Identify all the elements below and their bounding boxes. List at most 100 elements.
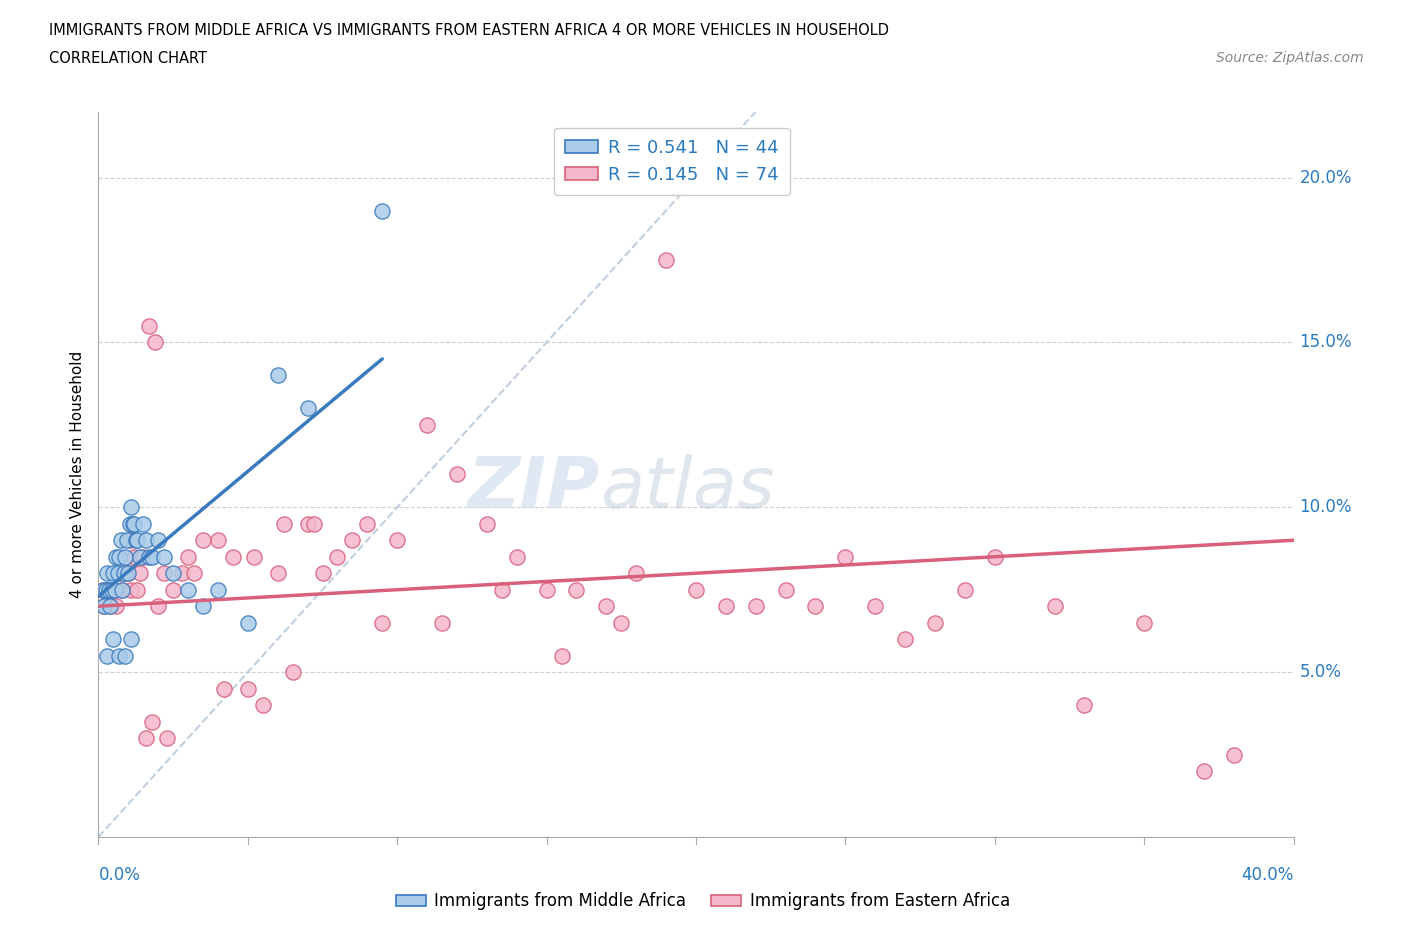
Point [118, 516, 141, 531]
Point [177, 550, 200, 565]
Point [108, 565, 131, 580]
Point [252, 698, 274, 712]
Text: ZIP: ZIP [468, 455, 600, 524]
Y-axis label: 4 or more Vehicles in Household: 4 or more Vehicles in Household [69, 351, 84, 598]
Point [141, 714, 163, 729]
Point [385, 533, 409, 548]
Point [565, 582, 588, 597]
Point [114, 648, 136, 663]
Text: 15.0%: 15.0% [1299, 334, 1353, 352]
Point [177, 582, 200, 597]
Point [1133, 616, 1156, 631]
Point [207, 582, 229, 597]
Point [162, 582, 184, 597]
Point [491, 582, 513, 597]
Point [212, 681, 235, 696]
Point [111, 582, 134, 597]
Point [595, 599, 617, 614]
Point [236, 681, 259, 696]
Point [135, 731, 157, 746]
Point [446, 467, 468, 482]
Point [804, 599, 827, 614]
Point [93, 599, 115, 614]
Point [371, 203, 394, 218]
Point [114, 550, 136, 565]
Point [103, 631, 125, 646]
Point [475, 516, 498, 531]
Point [148, 533, 170, 548]
Point [103, 565, 125, 580]
Point [311, 565, 333, 580]
Point [141, 550, 163, 565]
Point [236, 616, 259, 631]
Point [98, 599, 122, 614]
Point [96, 648, 118, 663]
Point [342, 533, 364, 548]
Point [1222, 747, 1246, 762]
Point [183, 565, 205, 580]
Point [983, 550, 1005, 565]
Point [121, 516, 143, 531]
Point [745, 599, 768, 614]
Text: 40.0%: 40.0% [1241, 866, 1294, 884]
Point [191, 599, 214, 614]
Point [110, 533, 132, 548]
Point [153, 550, 176, 565]
Point [105, 599, 128, 614]
Point [91, 582, 114, 597]
Point [834, 550, 856, 565]
Point [117, 565, 139, 580]
Point [416, 418, 439, 432]
Point [267, 368, 290, 383]
Point [243, 550, 266, 565]
Point [162, 565, 184, 580]
Point [125, 533, 148, 548]
Point [132, 516, 155, 531]
Point [96, 582, 118, 597]
Point [107, 565, 129, 580]
Point [1192, 764, 1215, 778]
Text: IMMIGRANTS FROM MIDDLE AFRICA VS IMMIGRANTS FROM EASTERN AFRICA 4 OR MORE VEHICL: IMMIGRANTS FROM MIDDLE AFRICA VS IMMIGRA… [49, 23, 889, 38]
Legend: R = 0.541   N = 44, R = 0.145   N = 74: R = 0.541 N = 44, R = 0.145 N = 74 [554, 128, 790, 194]
Point [506, 550, 529, 565]
Point [108, 648, 131, 663]
Point [118, 533, 141, 548]
Point [624, 565, 647, 580]
Point [172, 565, 194, 580]
Point [550, 648, 572, 663]
Point [124, 550, 146, 565]
Text: CORRELATION CHART: CORRELATION CHART [49, 51, 207, 66]
Point [326, 550, 349, 565]
Point [273, 516, 295, 531]
Point [132, 550, 155, 565]
Point [156, 731, 179, 746]
Point [714, 599, 737, 614]
Point [129, 565, 152, 580]
Point [863, 599, 886, 614]
Text: 0.0%: 0.0% [98, 866, 141, 884]
Point [104, 582, 127, 597]
Point [267, 565, 290, 580]
Point [191, 533, 214, 548]
Point [97, 582, 120, 597]
Point [297, 401, 319, 416]
Point [207, 533, 229, 548]
Point [302, 516, 325, 531]
Text: Source: ZipAtlas.com: Source: ZipAtlas.com [1216, 51, 1364, 65]
Point [281, 665, 304, 680]
Point [356, 516, 378, 531]
Point [91, 582, 114, 597]
Point [297, 516, 319, 531]
Point [114, 565, 136, 580]
Point [138, 550, 160, 565]
Point [655, 253, 678, 268]
Point [127, 582, 149, 597]
Point [536, 582, 558, 597]
Text: 10.0%: 10.0% [1299, 498, 1353, 516]
Point [127, 533, 149, 548]
Point [129, 550, 152, 565]
Point [117, 565, 139, 580]
Point [112, 565, 135, 580]
Point [93, 599, 115, 614]
Point [138, 318, 160, 333]
